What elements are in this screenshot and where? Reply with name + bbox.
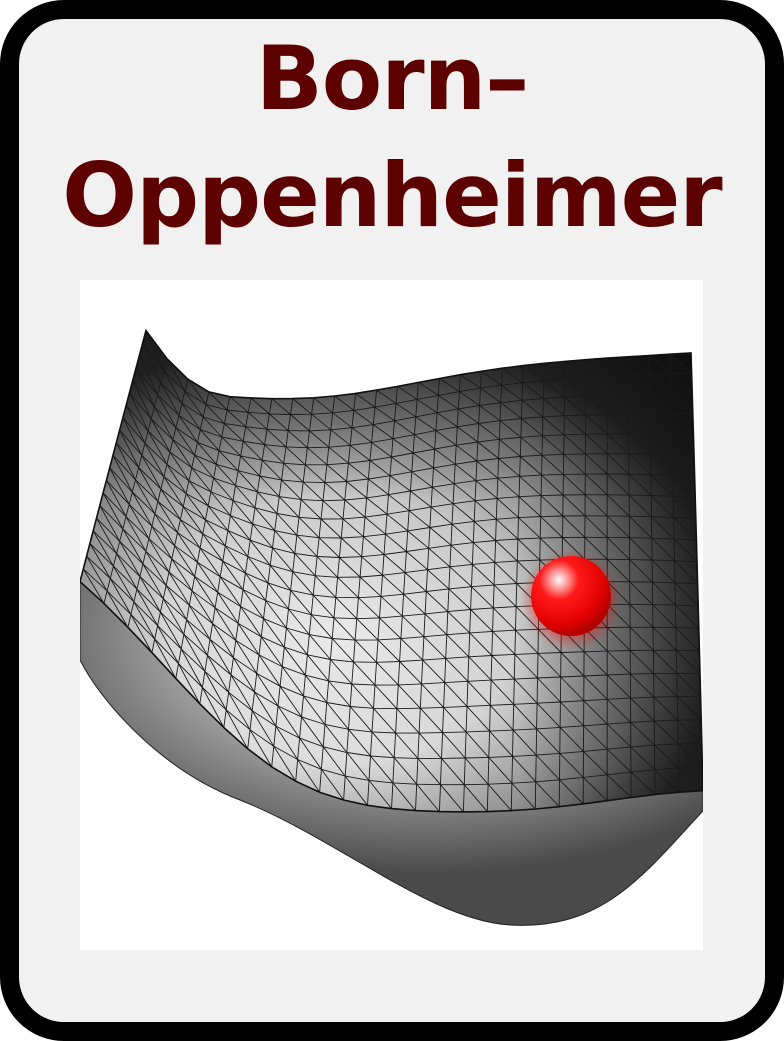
mesh-diagonal: [142, 342, 536, 810]
mesh-diagonal: [109, 467, 297, 782]
surface-illustration: [80, 280, 703, 950]
mesh-diagonal: [96, 517, 201, 705]
red-sphere: [521, 550, 621, 650]
surface-outline: [80, 328, 703, 813]
mesh-diagonal: [122, 417, 392, 809]
mesh-diagonal: [112, 454, 320, 793]
surface-mesh: [80, 328, 703, 813]
mesh-diagonal: [376, 389, 701, 675]
mesh-diagonal: [460, 374, 698, 585]
mesh-diagonal: [648, 355, 693, 394]
mesh-diagonal: [439, 378, 699, 607]
title-line-2: Oppenheimer: [62, 144, 722, 247]
mesh-diagonal: [129, 392, 440, 812]
mesh-diagonal: [292, 398, 703, 768]
mesh-diagonal: [145, 330, 560, 808]
mesh-diagonal: [89, 543, 153, 653]
mesh-diagonal: [99, 505, 225, 728]
mesh-diagonal: [271, 398, 703, 792]
mesh-diagonal: [132, 380, 464, 813]
mesh-diagonal: [355, 393, 701, 698]
mesh-diagonal: [208, 391, 632, 798]
mesh-diagonal: [86, 555, 129, 628]
mesh-diagonal: [502, 367, 697, 541]
mesh-diagonal: [481, 370, 698, 563]
mesh-diagonal: [92, 530, 177, 679]
mesh-diagonal: [82, 568, 105, 604]
sphere: [531, 556, 611, 636]
mesh-diagonal: [544, 362, 696, 498]
mesh-diagonal: [334, 395, 702, 721]
mesh-diagonal: [119, 429, 368, 806]
mesh-diagonal: [125, 405, 416, 811]
title-line-1: Born–: [255, 27, 530, 130]
mesh-diagonal: [250, 397, 680, 793]
mesh-diagonal: [669, 353, 692, 374]
mesh-diagonal: [397, 386, 700, 652]
mesh-diagonal: [313, 397, 703, 744]
mesh-diagonal: [166, 358, 584, 805]
mesh-diagonal: [115, 442, 344, 801]
mesh-diagonal: [606, 357, 694, 435]
mesh-diagonal: [627, 356, 694, 414]
mesh-diagonal: [106, 480, 273, 768]
mesh-diagonal: [418, 382, 700, 629]
mesh-diagonal: [564, 361, 695, 477]
mesh-diagonal: [135, 367, 488, 812]
mesh-diagonal: [138, 355, 512, 811]
mesh-diagonal: [229, 396, 656, 795]
mesh-diagonal: [187, 378, 608, 802]
mesh-diagonal: [523, 365, 697, 519]
mesh-diagonal: [102, 492, 249, 750]
potential-energy-surface: [80, 328, 703, 926]
mesh-diagonal: [585, 359, 695, 456]
